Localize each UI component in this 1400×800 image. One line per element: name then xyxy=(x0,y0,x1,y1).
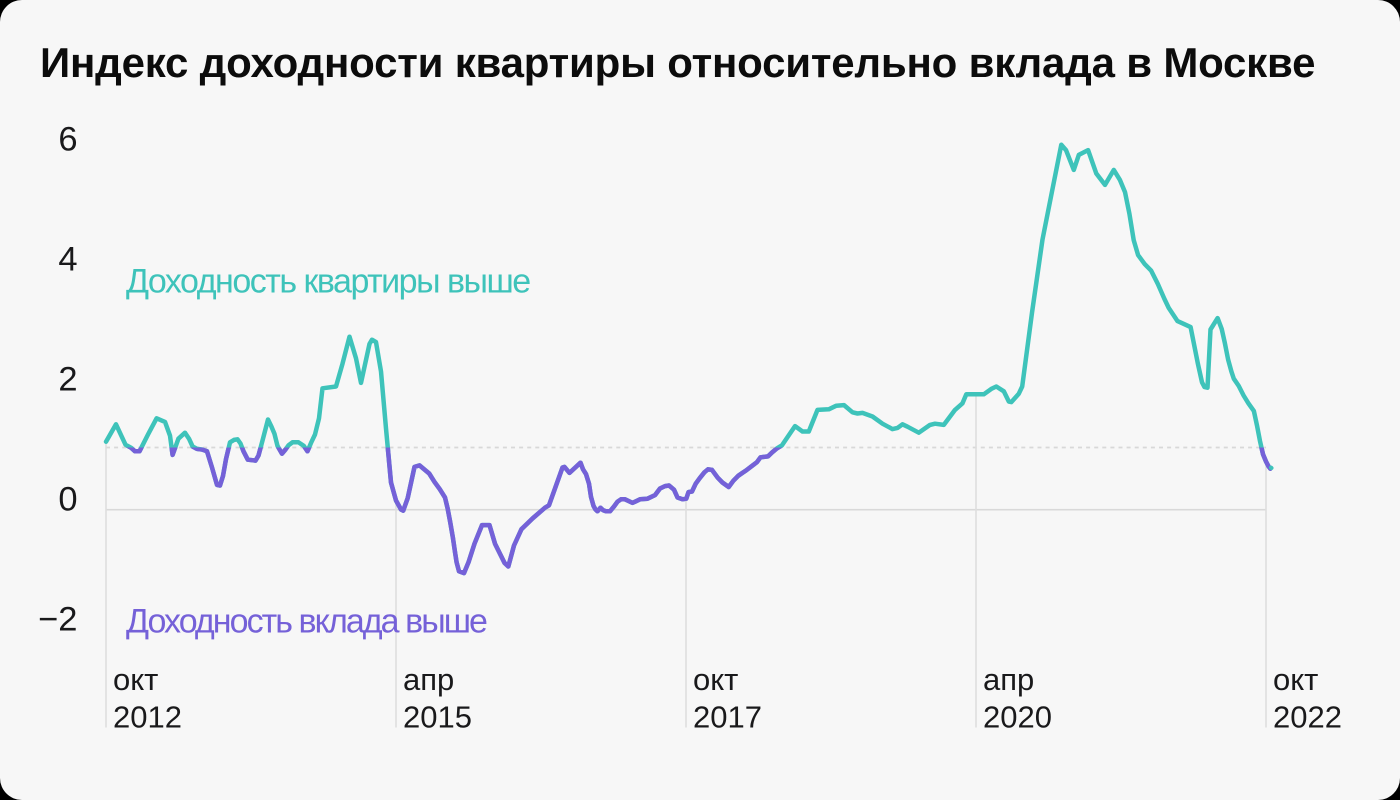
svg-text:Доходность квартиры выше: Доходность квартиры выше xyxy=(126,263,530,301)
svg-text:2015: 2015 xyxy=(403,700,472,735)
svg-text:2: 2 xyxy=(58,361,77,399)
svg-text:−2: −2 xyxy=(38,601,77,639)
svg-text:0: 0 xyxy=(58,481,77,519)
svg-text:Доходность вклада выше: Доходность вклада выше xyxy=(126,603,487,641)
svg-text:апр: апр xyxy=(403,662,454,697)
svg-text:окт: окт xyxy=(1273,662,1318,697)
svg-text:2020: 2020 xyxy=(983,700,1052,735)
svg-text:Индекс доходности квартиры отн: Индекс доходности квартиры относительно … xyxy=(40,39,1315,86)
svg-text:4: 4 xyxy=(58,241,77,279)
svg-text:окт: окт xyxy=(693,662,738,697)
svg-text:апр: апр xyxy=(983,662,1034,697)
svg-text:2017: 2017 xyxy=(693,700,762,735)
svg-text:2012: 2012 xyxy=(113,700,182,735)
svg-text:2022: 2022 xyxy=(1273,700,1342,735)
svg-text:окт: окт xyxy=(113,662,158,697)
svg-text:6: 6 xyxy=(58,121,77,159)
